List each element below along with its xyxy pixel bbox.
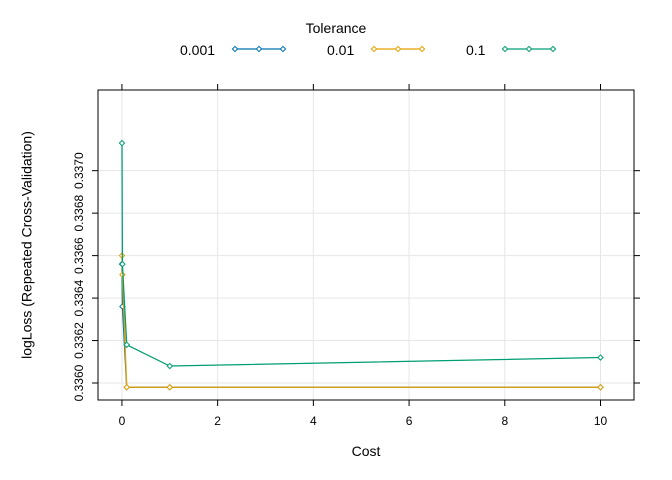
- x-tick-label: 0: [119, 414, 126, 428]
- legend-key-marker: [501, 45, 509, 53]
- data-point: [597, 383, 604, 391]
- series-line-0.001: [121, 264, 601, 388]
- legend-keys: [231, 45, 557, 53]
- x-tick-label: 10: [594, 414, 608, 428]
- series-layer: [118, 139, 604, 391]
- series-line-0.1: [121, 143, 601, 367]
- x-axis-title: Cost: [352, 443, 381, 459]
- y-tick-label: 0.3362: [72, 322, 86, 359]
- series-line-0.01: [121, 255, 601, 388]
- legend-title: Tolerance: [305, 20, 367, 36]
- legend-key-marker: [255, 45, 263, 53]
- legend-key-marker: [418, 45, 426, 53]
- data-point: [123, 341, 131, 349]
- x-tick-label: 8: [501, 414, 508, 428]
- data-point: [118, 139, 126, 147]
- data-point: [166, 383, 174, 391]
- data-point: [166, 362, 174, 370]
- legend-label-0.1: 0.1: [466, 42, 486, 58]
- x-tick-label: 6: [406, 414, 413, 428]
- legend-key-marker: [231, 45, 239, 53]
- data-point: [597, 354, 604, 361]
- legend-key-marker: [394, 45, 402, 53]
- y-tick-label: 0.3368: [72, 194, 86, 231]
- y-tick-label: 0.3370: [72, 152, 86, 189]
- data-point: [119, 260, 126, 268]
- ticks: 0 2 4 6 8 10 0.3360 0.3362 0.3364 0.3366 0.3368 0.3…: [72, 84, 640, 428]
- x-tick-label: 2: [214, 414, 221, 428]
- legend-key-marker: [279, 45, 287, 53]
- y-axis-title: logLoss (Repeated Cross-Validation): [19, 131, 35, 359]
- legend-key-marker: [370, 45, 378, 53]
- x-tick-label: 4: [310, 414, 317, 428]
- plot-frame: [97, 89, 635, 401]
- legend-key-marker: [549, 45, 557, 53]
- y-tick-label: 0.3360: [72, 364, 86, 401]
- legend-key-marker: [525, 45, 533, 53]
- y-tick-label: 0.3366: [72, 237, 86, 274]
- legend-label-0.01: 0.01: [327, 42, 355, 58]
- y-tick-label: 0.3364: [72, 279, 86, 316]
- legend-label-0.001: 0.001: [180, 42, 216, 58]
- data-point: [123, 383, 131, 391]
- grid: [98, 90, 634, 400]
